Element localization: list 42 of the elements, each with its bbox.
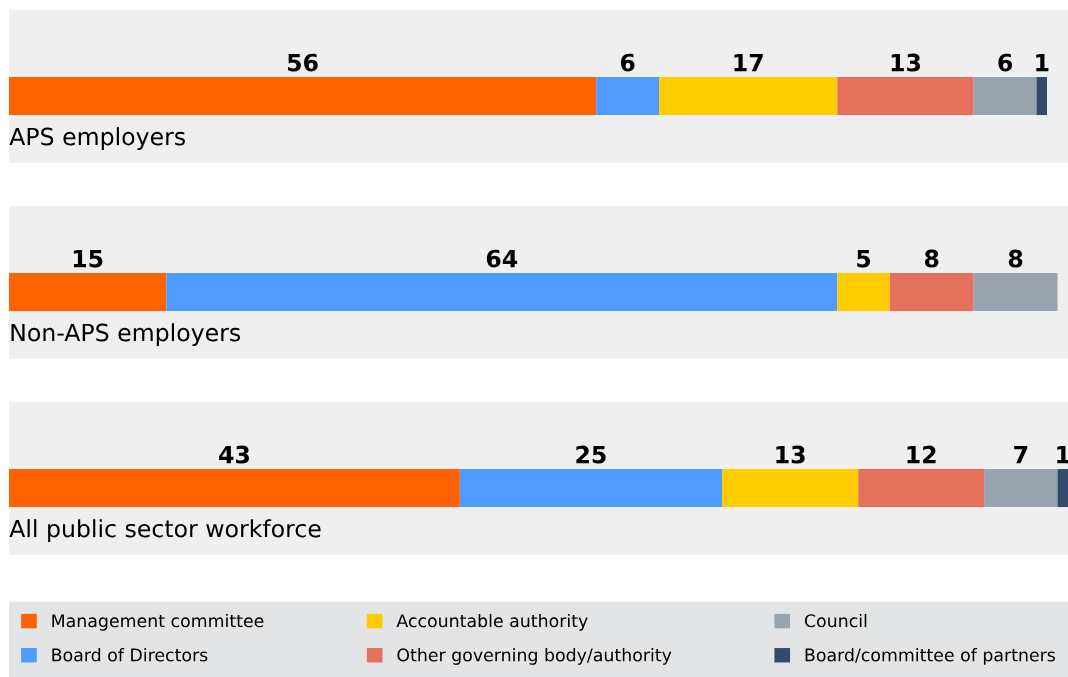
data-label: 8 — [1008, 249, 1023, 268]
data-label: 13 — [891, 53, 921, 72]
bar — [837, 273, 890, 312]
bar — [166, 273, 838, 312]
bar — [721, 469, 859, 508]
y-tick-label: All public sector workforce — [9, 519, 321, 543]
bar — [973, 273, 1058, 312]
data-label: 6 — [620, 53, 635, 72]
bar — [9, 469, 460, 508]
legend-label: Council — [804, 613, 867, 628]
legend-label: Management committee — [52, 613, 264, 631]
data-label: 17 — [734, 53, 763, 72]
data-label: 5 — [857, 249, 871, 268]
data-label: 43 — [219, 445, 249, 464]
bar — [1036, 77, 1048, 116]
bar — [984, 469, 1058, 508]
y-tick-label: Non-APS employers — [11, 323, 241, 347]
data-label: 15 — [73, 249, 103, 268]
data-label: 25 — [576, 445, 606, 464]
legend-label: Other governing body/authority — [397, 648, 672, 665]
data-label: 64 — [486, 249, 518, 268]
bar — [9, 77, 597, 116]
y-tick-label: APS employers — [9, 127, 185, 150]
data-label: 13 — [776, 445, 805, 464]
data-label: 56 — [287, 53, 318, 72]
bar — [459, 469, 722, 508]
data-label: 7 — [1014, 445, 1028, 464]
data-label: 6 — [998, 53, 1013, 72]
data-label: 8 — [924, 249, 939, 268]
bar — [858, 469, 985, 508]
data-label: 1 — [1036, 53, 1049, 72]
legend-label: Accountable authority — [396, 613, 588, 631]
legend-label: Board of Directors — [52, 648, 208, 662]
bar — [596, 77, 660, 116]
bar — [889, 273, 974, 312]
data-label: 12 — [907, 445, 936, 464]
legend-label: Board/committee of partners — [805, 648, 1055, 665]
bar — [837, 77, 974, 116]
bar — [1057, 469, 1068, 508]
bar — [9, 273, 167, 312]
bar — [659, 77, 838, 116]
bar — [973, 77, 1037, 116]
